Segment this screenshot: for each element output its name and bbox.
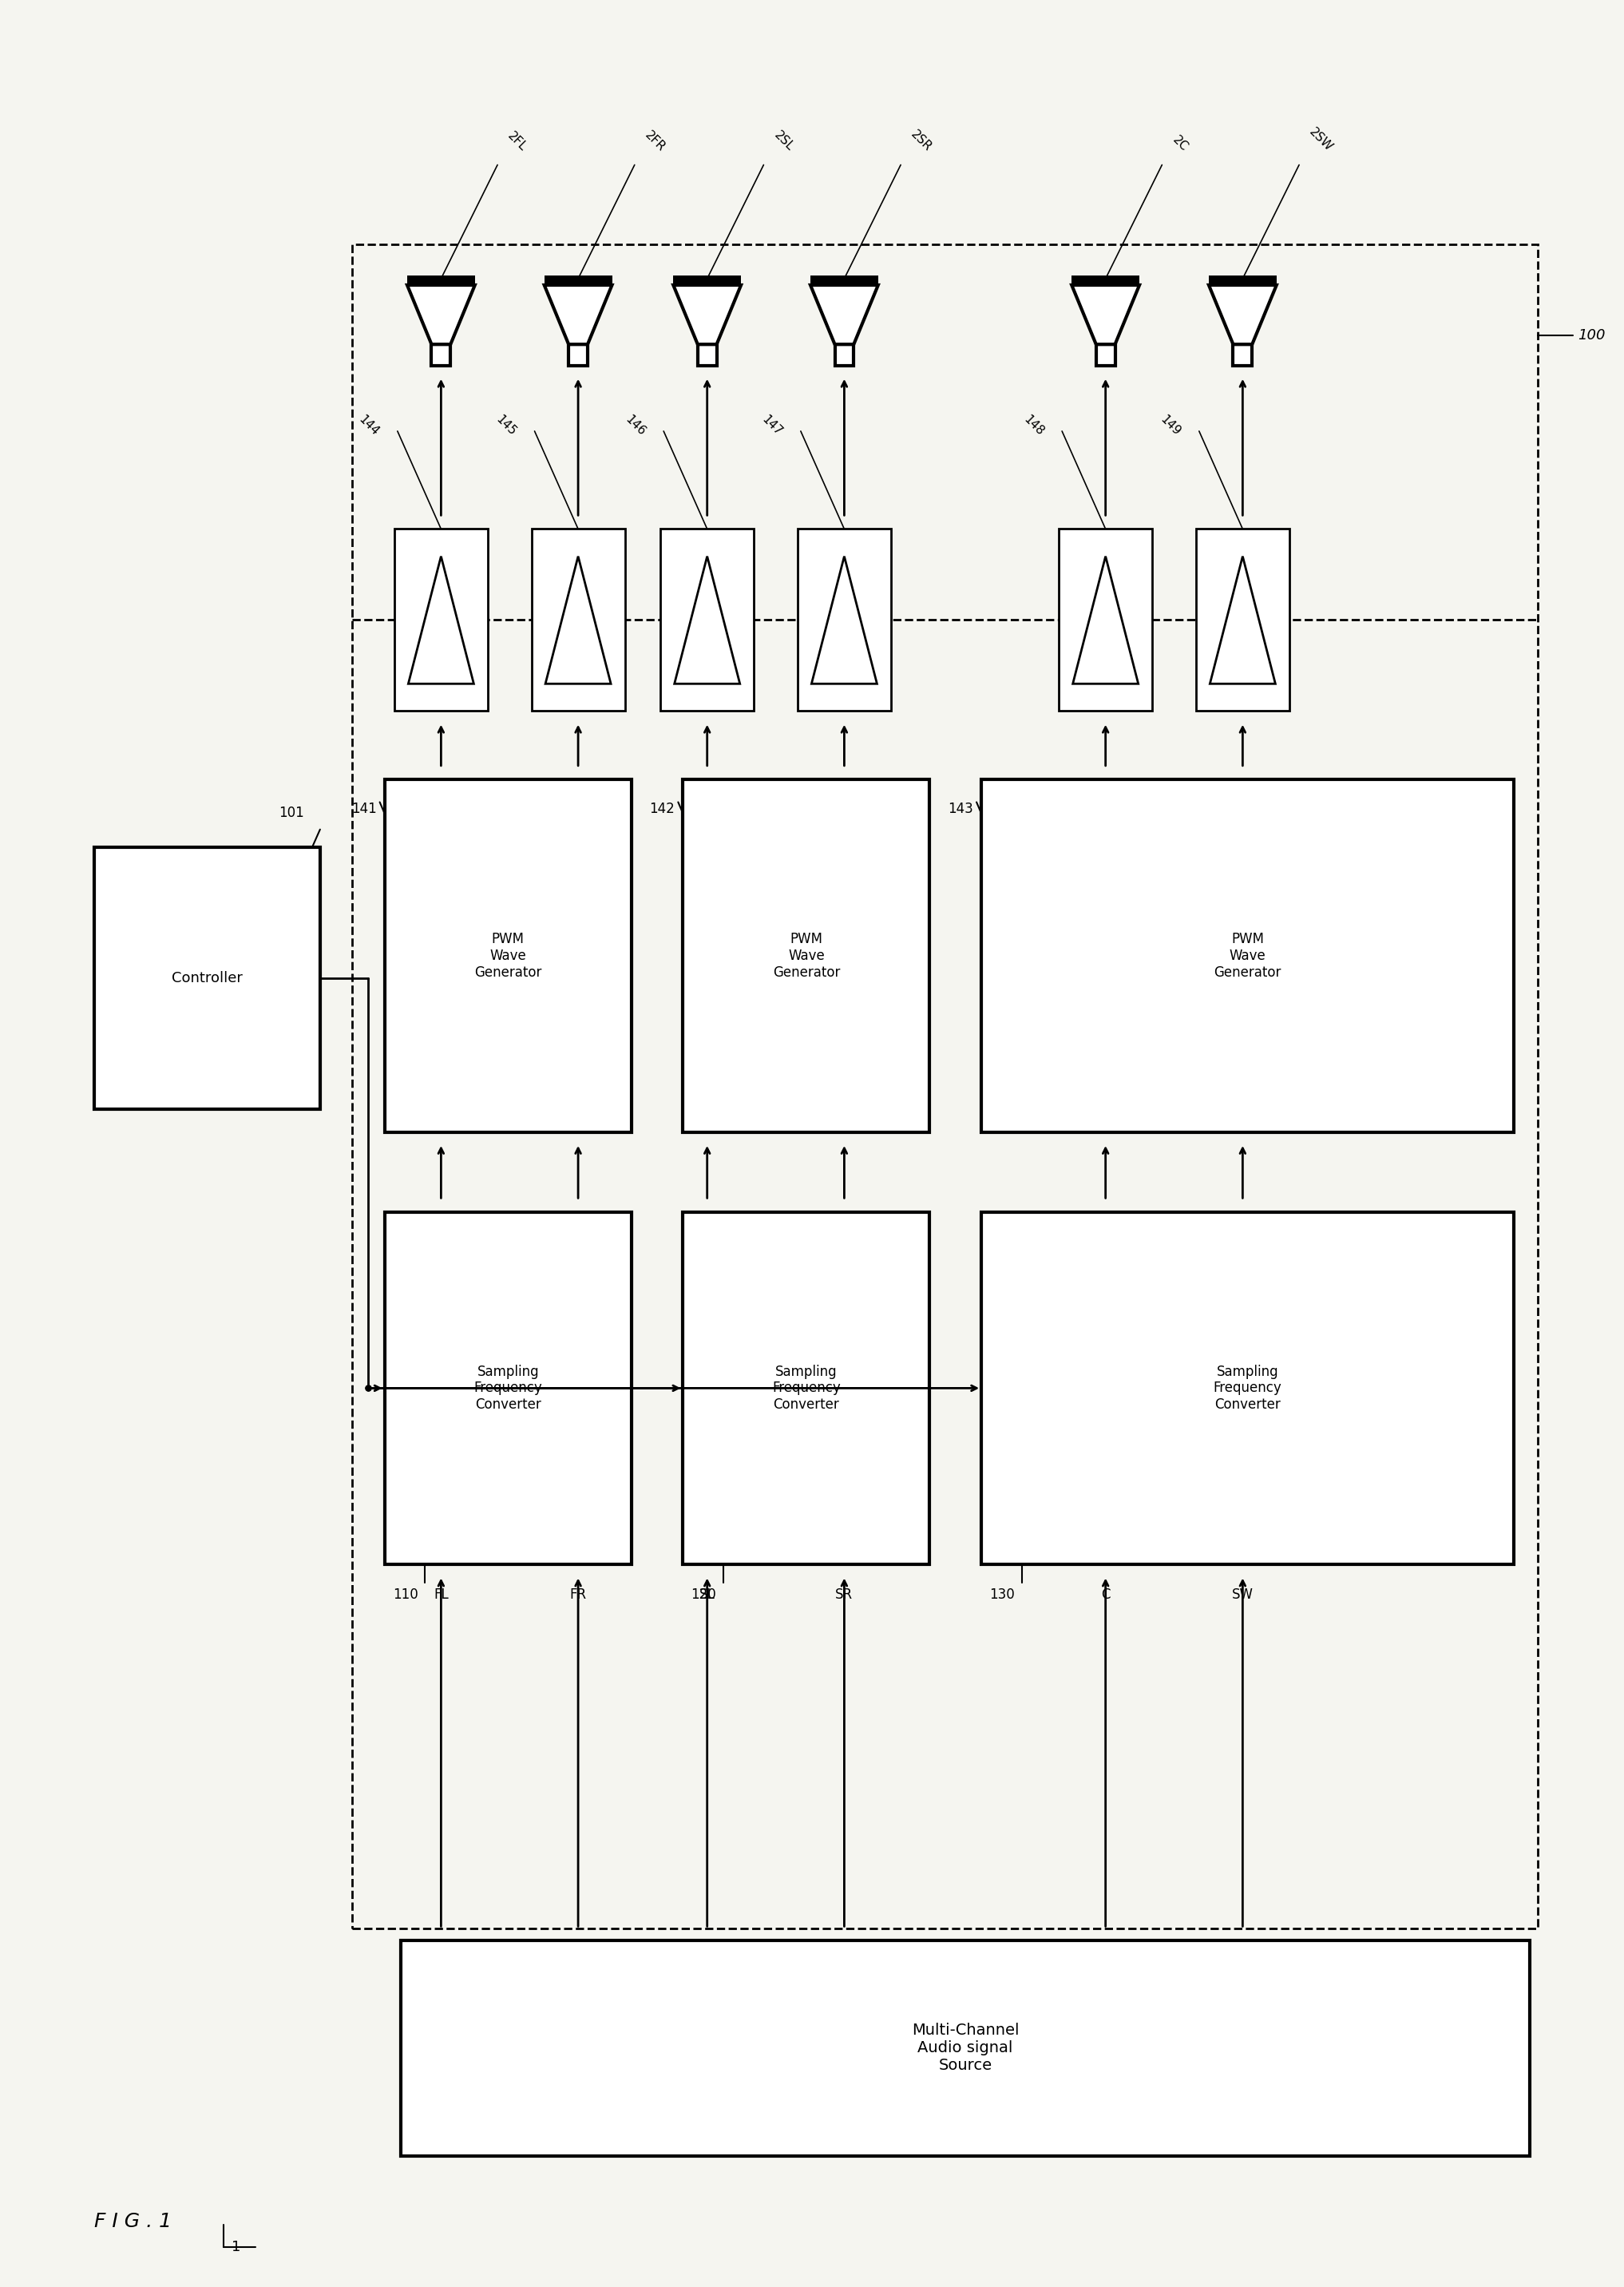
- Polygon shape: [1208, 286, 1276, 345]
- Text: 110: 110: [393, 1587, 417, 1601]
- Text: 2FR: 2FR: [643, 128, 667, 153]
- Text: Sampling
Frequency
Converter: Sampling Frequency Converter: [1213, 1365, 1281, 1411]
- Text: 120: 120: [692, 1587, 716, 1601]
- FancyBboxPatch shape: [981, 780, 1514, 1132]
- FancyBboxPatch shape: [531, 528, 625, 711]
- Text: 1: 1: [231, 2239, 240, 2255]
- Text: F I G . 1: F I G . 1: [94, 2212, 172, 2232]
- Polygon shape: [1210, 556, 1275, 684]
- Bar: [408, 274, 474, 286]
- Polygon shape: [674, 286, 741, 345]
- FancyBboxPatch shape: [94, 848, 320, 1109]
- Polygon shape: [408, 286, 474, 345]
- Text: 143: 143: [948, 803, 973, 816]
- FancyBboxPatch shape: [568, 345, 588, 366]
- Text: PWM
Wave
Generator: PWM Wave Generator: [474, 931, 542, 979]
- FancyBboxPatch shape: [395, 528, 487, 711]
- Polygon shape: [812, 556, 877, 684]
- FancyBboxPatch shape: [797, 528, 892, 711]
- Polygon shape: [546, 556, 611, 684]
- Text: FL: FL: [434, 1587, 448, 1601]
- Polygon shape: [1073, 556, 1138, 684]
- Text: SW: SW: [1233, 1587, 1254, 1601]
- Text: Controller: Controller: [172, 972, 242, 986]
- Text: 147: 147: [760, 414, 784, 439]
- FancyBboxPatch shape: [401, 1939, 1530, 2157]
- FancyBboxPatch shape: [432, 345, 450, 366]
- Text: 130: 130: [989, 1587, 1015, 1601]
- Text: Sampling
Frequency
Converter: Sampling Frequency Converter: [771, 1365, 841, 1411]
- Polygon shape: [1072, 286, 1140, 345]
- Polygon shape: [810, 286, 879, 345]
- Text: 144: 144: [357, 414, 382, 439]
- FancyBboxPatch shape: [1195, 528, 1289, 711]
- Text: 2SW: 2SW: [1307, 126, 1335, 153]
- Polygon shape: [674, 556, 741, 684]
- Text: 141: 141: [351, 803, 377, 816]
- Text: FR: FR: [570, 1587, 586, 1601]
- FancyBboxPatch shape: [1096, 345, 1116, 366]
- Text: SL: SL: [700, 1587, 715, 1601]
- Text: PWM
Wave
Generator: PWM Wave Generator: [1213, 931, 1281, 979]
- FancyBboxPatch shape: [385, 780, 632, 1132]
- Text: 142: 142: [650, 803, 676, 816]
- FancyBboxPatch shape: [835, 345, 854, 366]
- Bar: [810, 274, 879, 286]
- Text: C: C: [1101, 1587, 1111, 1601]
- Text: 2SL: 2SL: [771, 130, 796, 153]
- Text: 2C: 2C: [1169, 133, 1190, 153]
- Text: 100: 100: [1579, 329, 1606, 343]
- Text: 145: 145: [494, 414, 518, 439]
- Text: 149: 149: [1158, 414, 1182, 439]
- Text: 2FL: 2FL: [505, 130, 529, 153]
- Bar: [674, 274, 741, 286]
- Bar: [544, 274, 612, 286]
- Text: 146: 146: [622, 414, 648, 439]
- FancyBboxPatch shape: [981, 1212, 1514, 1564]
- Text: PWM
Wave
Generator: PWM Wave Generator: [773, 931, 840, 979]
- Text: 2SR: 2SR: [909, 128, 934, 153]
- Text: 148: 148: [1021, 414, 1046, 439]
- FancyBboxPatch shape: [684, 780, 931, 1132]
- FancyBboxPatch shape: [684, 1212, 931, 1564]
- Polygon shape: [544, 286, 612, 345]
- Bar: [1208, 274, 1276, 286]
- Text: Multi-Channel
Audio signal
Source: Multi-Channel Audio signal Source: [911, 2024, 1018, 2074]
- Polygon shape: [408, 556, 474, 684]
- Text: 101: 101: [279, 805, 304, 821]
- FancyBboxPatch shape: [661, 528, 754, 711]
- Bar: [1072, 274, 1140, 286]
- FancyBboxPatch shape: [698, 345, 716, 366]
- FancyBboxPatch shape: [385, 1212, 632, 1564]
- Text: SR: SR: [835, 1587, 853, 1601]
- FancyBboxPatch shape: [1059, 528, 1153, 711]
- Text: Sampling
Frequency
Converter: Sampling Frequency Converter: [474, 1365, 542, 1411]
- FancyBboxPatch shape: [1233, 345, 1252, 366]
